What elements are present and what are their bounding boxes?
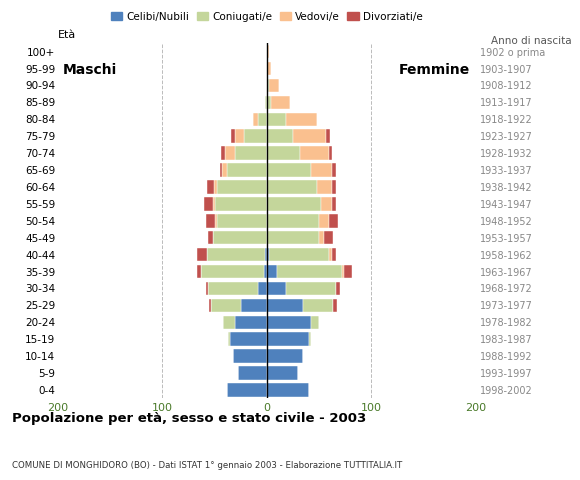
Bar bbox=[244, 130, 267, 143]
Bar bbox=[235, 315, 267, 329]
Bar bbox=[259, 282, 267, 295]
Text: Anno di nascita: Anno di nascita bbox=[491, 36, 571, 46]
Bar bbox=[267, 163, 311, 177]
Bar bbox=[332, 248, 336, 262]
Bar bbox=[267, 315, 311, 329]
Bar bbox=[206, 282, 208, 295]
Bar bbox=[201, 265, 264, 278]
Bar bbox=[208, 231, 212, 244]
Bar bbox=[267, 62, 271, 75]
Bar bbox=[311, 315, 319, 329]
Bar bbox=[264, 265, 267, 278]
Bar bbox=[217, 214, 267, 228]
Bar bbox=[269, 248, 329, 262]
Bar bbox=[267, 45, 269, 59]
Bar bbox=[267, 333, 309, 346]
Bar bbox=[264, 96, 267, 109]
Bar bbox=[267, 282, 285, 295]
Bar bbox=[208, 282, 259, 295]
Bar bbox=[267, 130, 293, 143]
Text: Maschi: Maschi bbox=[63, 63, 118, 77]
Bar bbox=[221, 146, 225, 160]
Bar bbox=[303, 299, 332, 312]
Bar bbox=[267, 231, 319, 244]
Bar bbox=[277, 265, 342, 278]
Bar bbox=[267, 366, 298, 380]
Bar bbox=[319, 214, 329, 228]
Bar bbox=[235, 146, 267, 160]
Bar bbox=[206, 214, 215, 228]
Bar bbox=[223, 315, 235, 329]
Bar bbox=[267, 180, 317, 194]
Bar bbox=[225, 146, 235, 160]
Bar bbox=[231, 130, 235, 143]
Bar bbox=[344, 265, 353, 278]
Bar bbox=[269, 79, 280, 92]
Bar bbox=[267, 299, 303, 312]
Text: Età: Età bbox=[58, 30, 76, 40]
Bar bbox=[311, 163, 332, 177]
Bar bbox=[228, 333, 230, 346]
Bar bbox=[332, 163, 336, 177]
Bar bbox=[267, 79, 269, 92]
Bar bbox=[212, 231, 267, 244]
Bar bbox=[215, 214, 217, 228]
Bar bbox=[222, 163, 227, 177]
Bar bbox=[235, 130, 244, 143]
Bar bbox=[324, 231, 332, 244]
Bar bbox=[213, 180, 217, 194]
Bar bbox=[197, 248, 207, 262]
Bar bbox=[212, 197, 215, 211]
Bar bbox=[329, 214, 338, 228]
Bar bbox=[285, 282, 336, 295]
Bar bbox=[227, 163, 267, 177]
Bar bbox=[227, 383, 267, 396]
Bar bbox=[332, 197, 336, 211]
Bar bbox=[207, 180, 213, 194]
Bar bbox=[264, 248, 267, 262]
Bar bbox=[220, 163, 222, 177]
Bar bbox=[317, 180, 332, 194]
Bar bbox=[332, 299, 337, 312]
Text: COMUNE DI MONGHIDORO (BO) - Dati ISTAT 1° gennaio 2003 - Elaborazione TUTTITALIA: COMUNE DI MONGHIDORO (BO) - Dati ISTAT 1… bbox=[12, 461, 402, 470]
Bar bbox=[197, 265, 201, 278]
Bar bbox=[253, 112, 259, 126]
Bar bbox=[300, 146, 329, 160]
Legend: Celibi/Nubili, Coniugati/e, Vedovi/e, Divorziati/e: Celibi/Nubili, Coniugati/e, Vedovi/e, Di… bbox=[107, 8, 427, 26]
Bar bbox=[321, 197, 332, 211]
Bar bbox=[267, 265, 277, 278]
Bar bbox=[271, 96, 290, 109]
Bar bbox=[267, 349, 303, 363]
Bar bbox=[212, 299, 241, 312]
Bar bbox=[267, 96, 271, 109]
Bar bbox=[230, 333, 267, 346]
Bar bbox=[329, 146, 332, 160]
Bar bbox=[319, 231, 324, 244]
Bar bbox=[332, 180, 336, 194]
Bar bbox=[267, 383, 309, 396]
Bar bbox=[293, 130, 327, 143]
Text: Femmine: Femmine bbox=[399, 63, 470, 77]
Bar bbox=[209, 299, 212, 312]
Bar bbox=[215, 197, 267, 211]
Bar bbox=[207, 248, 264, 262]
Bar bbox=[267, 197, 321, 211]
Bar bbox=[267, 248, 269, 262]
Bar bbox=[309, 333, 311, 346]
Bar bbox=[217, 180, 267, 194]
Bar bbox=[342, 265, 344, 278]
Bar bbox=[285, 112, 317, 126]
Bar bbox=[336, 282, 340, 295]
Bar bbox=[329, 248, 332, 262]
Bar bbox=[204, 197, 212, 211]
Bar bbox=[238, 366, 267, 380]
Bar bbox=[327, 130, 331, 143]
Bar bbox=[267, 112, 285, 126]
Bar bbox=[241, 299, 267, 312]
Bar bbox=[267, 146, 300, 160]
Text: Popolazione per età, sesso e stato civile - 2003: Popolazione per età, sesso e stato civil… bbox=[12, 412, 366, 425]
Bar bbox=[267, 214, 319, 228]
Bar bbox=[233, 349, 267, 363]
Bar bbox=[259, 112, 267, 126]
